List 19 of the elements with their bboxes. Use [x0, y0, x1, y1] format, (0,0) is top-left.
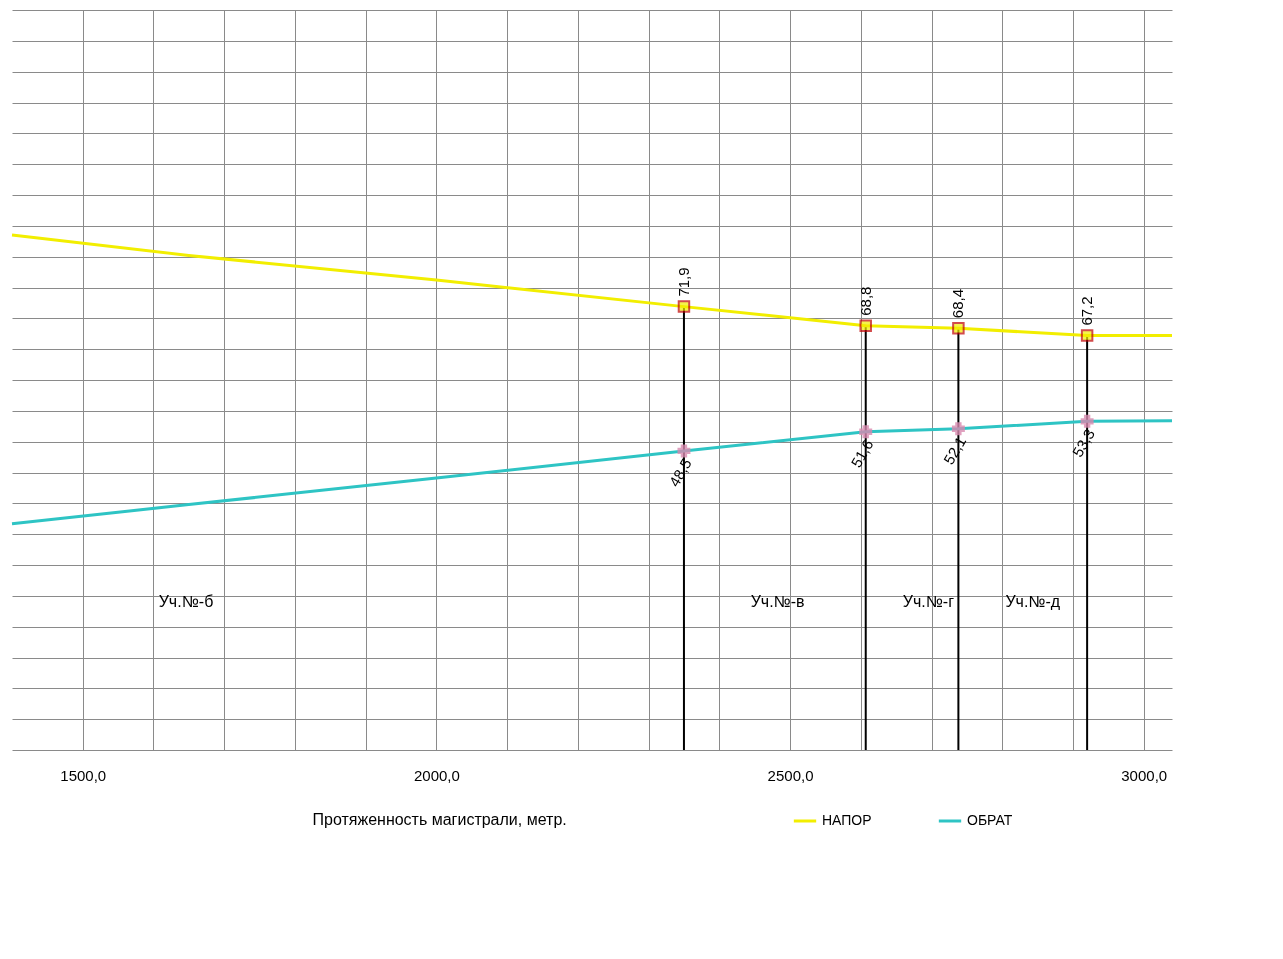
annotation: Уч.№-в — [750, 593, 805, 610]
point — [677, 300, 691, 313]
x-tick-label: 1500,0 — [60, 766, 107, 784]
data-label: 71,9 — [674, 267, 692, 297]
legend-label: ОБРАТ — [967, 812, 1013, 828]
legend-label: НАПОР — [822, 812, 872, 828]
point — [1080, 329, 1094, 342]
annotation: Уч.№-г — [902, 593, 955, 610]
annotation: Уч.№-д — [1005, 593, 1061, 610]
point — [952, 321, 965, 335]
data-label: 67,2 — [1078, 296, 1096, 326]
data-label: 68,8 — [856, 286, 874, 316]
x-tick-label: 3000,0 — [1121, 766, 1168, 784]
point — [859, 319, 872, 332]
x-tick-label: 2500,0 — [767, 766, 814, 784]
x-tick-label: 2000,0 — [413, 766, 460, 784]
x-axis-title: Протяженность магистрали, метр. — [312, 810, 567, 828]
annotation: Уч.№-б — [158, 593, 214, 610]
data-label: 68,4 — [949, 289, 967, 319]
